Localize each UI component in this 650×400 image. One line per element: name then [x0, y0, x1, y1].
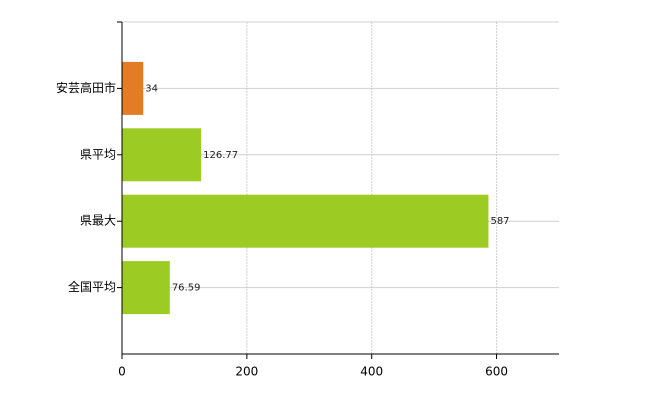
- y-tick-label: 県最大: [80, 214, 116, 228]
- x-tick-label: 600: [485, 365, 508, 379]
- value-label: 34: [145, 83, 158, 94]
- value-label: 126.77: [203, 150, 238, 161]
- bar: [122, 194, 489, 248]
- y-tick-label: 全国平均: [68, 279, 116, 294]
- value-label: 76.59: [172, 283, 201, 294]
- y-tick-label: 県平均: [80, 147, 116, 161]
- value-label: 587: [490, 216, 509, 227]
- bar: [122, 128, 202, 182]
- x-tick-label: 200: [235, 365, 258, 379]
- bar: [122, 61, 144, 115]
- x-tick-label: 0: [118, 365, 126, 379]
- x-tick-label: 400: [360, 365, 383, 379]
- bar: [122, 261, 170, 315]
- y-tick-label: 安芸高田市: [56, 80, 116, 95]
